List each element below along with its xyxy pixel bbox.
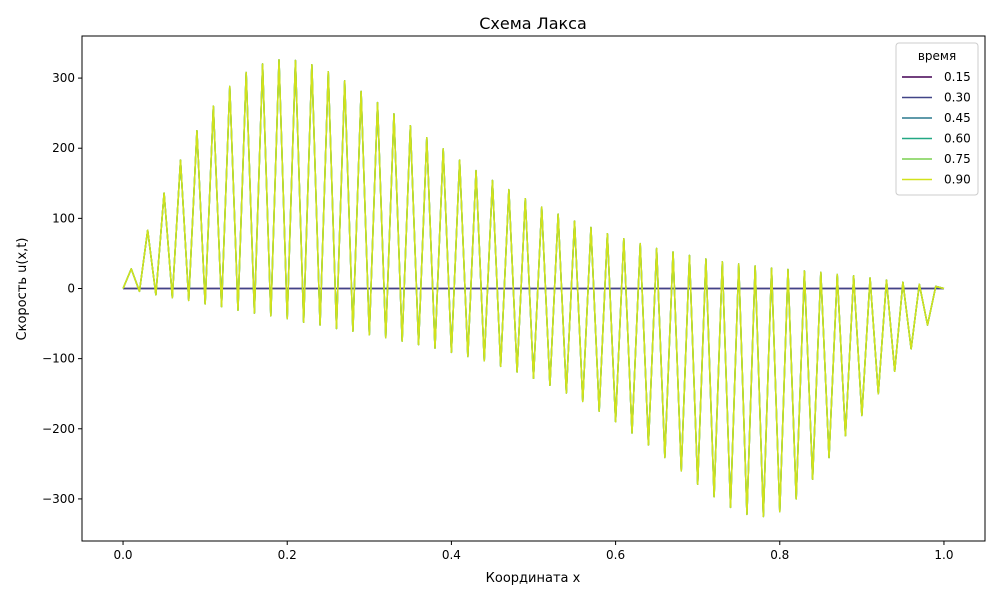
legend-box xyxy=(895,42,979,196)
legend-label: 0.15 xyxy=(944,70,971,84)
x-tick-label: 0.4 xyxy=(442,548,461,562)
series-line-0.90 xyxy=(122,59,945,518)
legend: время 0.15 0.30 0.45 0.60 0.75 0.90 xyxy=(895,42,979,196)
y-tick-label: 100 xyxy=(52,211,75,225)
y-ticks: −300 −200 −100 0 100 200 300 xyxy=(42,71,82,506)
legend-label: 0.45 xyxy=(944,111,971,125)
series-layer xyxy=(122,59,945,518)
x-tick-label: 0.6 xyxy=(606,548,625,562)
y-tick-label: −100 xyxy=(42,352,75,366)
legend-label: 0.90 xyxy=(944,173,971,187)
legend-label: 0.75 xyxy=(944,152,971,166)
y-tick-label: −200 xyxy=(42,422,75,436)
y-tick-label: 200 xyxy=(52,141,75,155)
y-tick-label: −300 xyxy=(42,492,75,506)
y-tick-label: 300 xyxy=(52,71,75,85)
x-axis-label: Координата x xyxy=(486,571,581,586)
y-axis-label: Скорость u(x,t) xyxy=(15,238,30,341)
legend-label: 0.30 xyxy=(944,91,971,105)
legend-label: 0.60 xyxy=(944,132,971,146)
x-tick-label: 0.0 xyxy=(113,548,132,562)
chart-title: Схема Лакса xyxy=(479,14,587,33)
legend-title: время xyxy=(918,49,956,63)
x-tick-label: 1.0 xyxy=(934,548,953,562)
y-tick-label: 0 xyxy=(67,282,75,296)
legend-entries: 0.15 0.30 0.45 0.60 0.75 0.90 xyxy=(902,70,971,187)
x-ticks: 0.0 0.2 0.4 0.6 0.8 1.0 xyxy=(113,541,954,562)
x-tick-label: 0.8 xyxy=(770,548,789,562)
x-tick-label: 0.2 xyxy=(278,548,297,562)
